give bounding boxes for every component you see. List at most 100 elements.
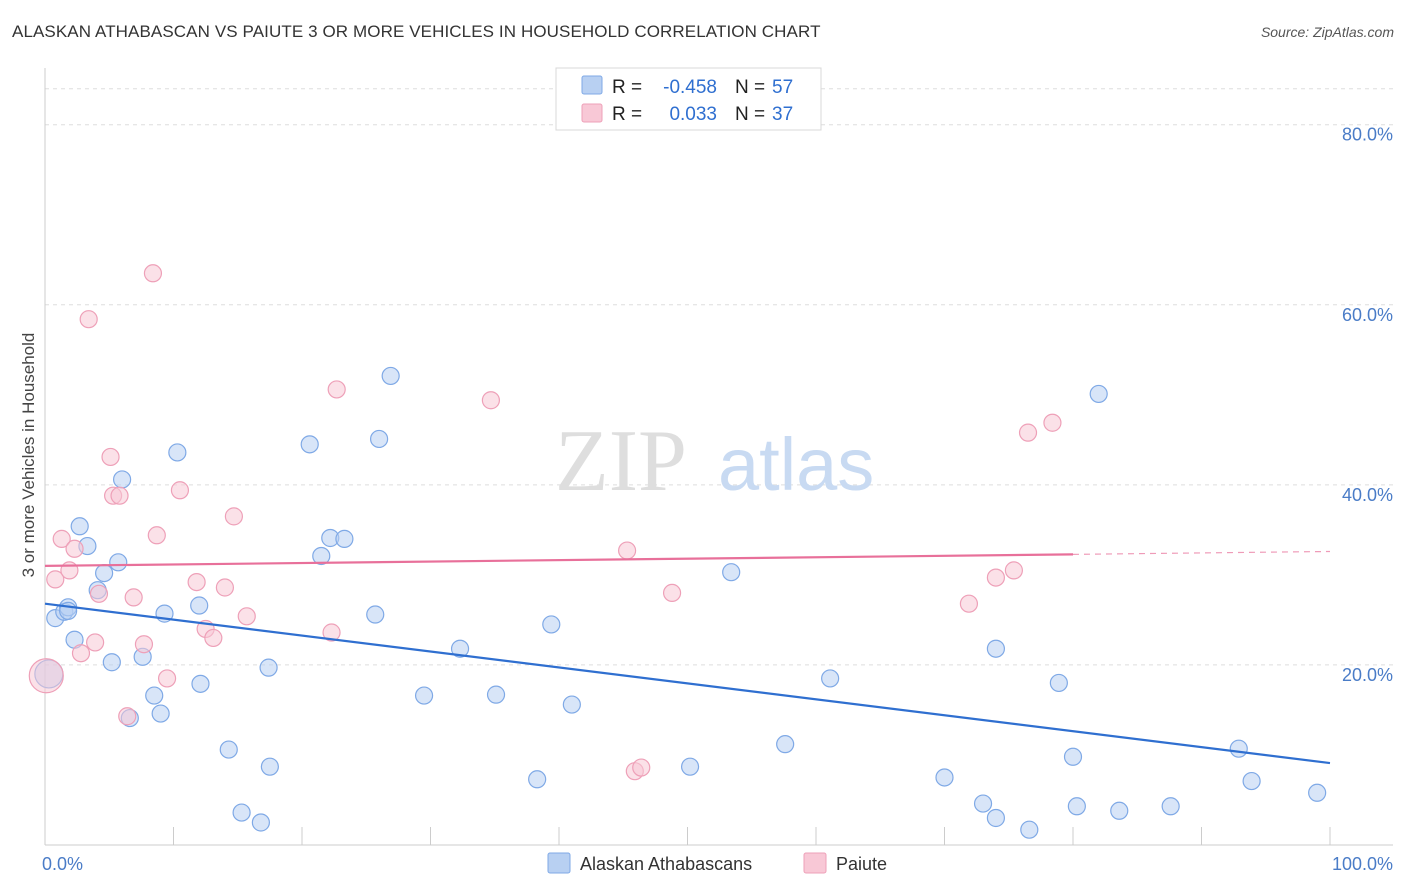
- legend-r-label-1: R =: [612, 77, 642, 98]
- x-tick-label-left: 0.0%: [42, 854, 83, 874]
- point-athabascan-34: [450, 639, 470, 658]
- point-paiute-34: [1004, 561, 1023, 580]
- point-paiute-19: [187, 572, 206, 592]
- point-paiute-5: [71, 644, 91, 663]
- point-athabascan-36: [528, 770, 547, 789]
- point-athabascan-48: [1049, 673, 1068, 693]
- point-athabascan-45: [986, 808, 1006, 828]
- point-paiute-36: [1043, 413, 1062, 432]
- point-paiute-33: [986, 568, 1006, 587]
- point-paiute-32: [959, 594, 979, 613]
- point-athabascan-21: [219, 740, 238, 759]
- point-paiute-15: [143, 264, 163, 283]
- legend-swatch-athabascan: [581, 75, 603, 95]
- trend-lines: [44, 550, 1331, 765]
- point-paiute-28: [618, 541, 637, 560]
- point-athabascan-9: [95, 563, 114, 583]
- series-legend: Alaskan Athabascans Paiute: [547, 852, 887, 874]
- point-athabascan-22: [232, 803, 251, 822]
- point-paiute-27: [481, 391, 500, 410]
- point-paiute-9: [101, 447, 120, 467]
- y-tick-label-1: 40.0%: [1342, 485, 1393, 505]
- point-paiute-25: [322, 623, 341, 642]
- point-athabascan-29: [335, 529, 354, 548]
- point-paiute-17: [157, 669, 177, 688]
- point-athabascan-27: [312, 546, 331, 566]
- trend-line-paiute: [44, 553, 1074, 567]
- stats-legend: R = -0.458 N = 57 R = 0.033 N = 37: [555, 67, 822, 131]
- series-legend-swatch-athabascan: [547, 852, 571, 874]
- legend-n-value-1: 57: [772, 77, 793, 98]
- legend-r-label-2: R =: [612, 104, 642, 125]
- y-tick-label-2: 60.0%: [1342, 305, 1393, 325]
- legend-n-label-1: N =: [735, 77, 765, 98]
- point-athabascan-33: [414, 686, 434, 705]
- point-paiute-23: [224, 507, 243, 526]
- point-paiute-22: [215, 578, 234, 597]
- point-athabascan-12: [112, 470, 132, 489]
- point-athabascan-39: [680, 757, 700, 776]
- axes: [44, 68, 1393, 846]
- point-athabascan-52: [1110, 801, 1129, 820]
- point-athabascan-56: [1308, 783, 1327, 802]
- series-legend-label-athabascan: Alaskan Athabascans: [580, 854, 752, 874]
- point-athabascan-51: [1089, 384, 1108, 404]
- legend-n-label-2: N =: [735, 104, 765, 125]
- point-athabascan-20: [191, 674, 210, 693]
- chart-title: ALASKAN ATHABASCAN VS PAIUTE 3 OR MORE V…: [12, 22, 821, 41]
- point-paiute-31: [662, 583, 682, 603]
- point-paiute-21: [204, 628, 223, 648]
- legend-r-value-1: -0.458: [663, 77, 717, 98]
- series-legend-swatch-paiute: [803, 852, 827, 874]
- point-athabascan-24: [260, 757, 279, 776]
- point-paiute-14: [134, 635, 154, 654]
- point-athabascan-35: [486, 685, 506, 704]
- point-athabascan-25: [259, 658, 278, 677]
- source-label: Source: ZipAtlas.com: [1260, 24, 1394, 40]
- legend-swatch-paiute: [581, 103, 603, 123]
- data-points: [28, 264, 1327, 839]
- point-paiute-18: [170, 481, 190, 500]
- point-athabascan-41: [776, 735, 795, 754]
- point-athabascan-16: [151, 704, 170, 723]
- grid-lines: [45, 88, 1393, 666]
- point-athabascan-38: [562, 695, 581, 714]
- y-tick-label-3: 80.0%: [1342, 125, 1393, 145]
- point-athabascan-47: [1020, 820, 1039, 839]
- point-athabascan-32: [381, 366, 400, 386]
- point-athabascan-23: [251, 813, 270, 832]
- point-athabascan-54: [1229, 739, 1248, 758]
- point-paiute-2: [52, 529, 71, 548]
- point-paiute-8: [89, 584, 109, 603]
- point-paiute-6: [79, 310, 98, 329]
- point-paiute-12: [118, 707, 137, 726]
- point-paiute-3: [60, 561, 79, 580]
- point-paiute-30: [632, 758, 651, 777]
- point-paiute-7: [86, 633, 105, 652]
- point-athabascan-19: [190, 596, 209, 615]
- point-paiute-1: [46, 570, 65, 589]
- y-tick-label-0: 20.0%: [1342, 665, 1393, 685]
- watermark-zip: ZIP: [555, 413, 687, 510]
- series-legend-label-paiute: Paiute: [836, 854, 887, 874]
- trend-line-paiute-extension: [1072, 550, 1331, 555]
- point-paiute-24: [237, 607, 256, 626]
- point-athabascan-31: [370, 429, 389, 449]
- point-athabascan-44: [973, 794, 993, 813]
- tick-labels: 20.0% 40.0% 60.0% 80.0% 0.0% 100.0%: [42, 125, 1393, 874]
- point-paiute-13: [124, 588, 143, 607]
- point-paiute-35: [1018, 423, 1038, 442]
- point-athabascan-53: [1161, 797, 1180, 816]
- y-axis-label: 3 or more Vehicles in Household: [19, 333, 38, 578]
- point-athabascan-46: [986, 639, 1006, 658]
- point-athabascan-15: [145, 686, 164, 705]
- watermark-atlas: atlas: [718, 423, 874, 506]
- point-paiute-26: [327, 380, 346, 399]
- point-athabascan-37: [542, 615, 561, 634]
- point-athabascan-43: [935, 768, 954, 787]
- point-athabascan-6: [70, 517, 89, 536]
- legend-r-value-2: 0.033: [669, 104, 717, 125]
- x-tick-label-right: 100.0%: [1332, 854, 1393, 874]
- point-athabascan-11: [109, 553, 128, 572]
- point-athabascan-18: [168, 443, 187, 462]
